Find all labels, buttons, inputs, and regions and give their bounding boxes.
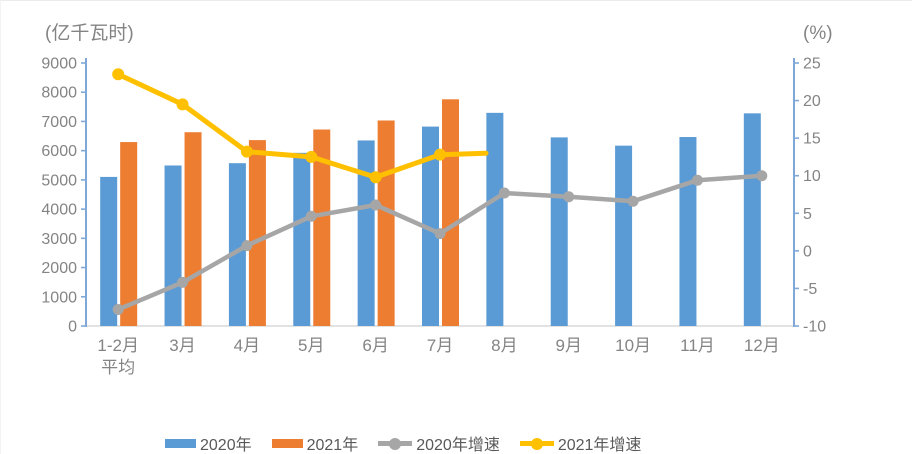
bar (357, 140, 375, 326)
x-category-label: 3月 (169, 336, 195, 355)
marker (627, 195, 639, 207)
right-axis-title: (%) (803, 23, 833, 44)
marker (434, 228, 446, 240)
left-axis-tick-label: 9000 (41, 56, 77, 73)
x-category-label: 10月 (615, 336, 651, 355)
bar (377, 120, 395, 327)
left-axis-tick-label: 2000 (41, 260, 77, 277)
bar (184, 132, 202, 326)
x-category-label: 8月 (491, 336, 517, 355)
line-series-2021年增速 (112, 68, 489, 184)
legend-bar-swatch (165, 438, 196, 448)
left-axis-tick-label: 0 (68, 319, 77, 336)
x-category-label: 7月 (427, 336, 453, 355)
legend-label: 2020年 (200, 437, 252, 454)
legend-label: 2021年 (306, 437, 359, 454)
right-axis-tick-label: 25 (803, 56, 821, 73)
bar (679, 137, 697, 326)
x-category-label: 5月 (298, 336, 324, 355)
legend-item-3: 2020年增速 (378, 431, 500, 454)
chart-canvas: (亿千瓦时) (%) 0 1000 2000 3000 4000 5000 6000 7000… (41, 22, 833, 378)
left-axis-tick-label: 7000 (41, 114, 77, 131)
bar (293, 152, 311, 326)
bar (743, 113, 761, 327)
chart-legend: 2020年 2021年 2020年增速 2021年增速 (165, 431, 641, 454)
marker (112, 68, 125, 81)
marker (240, 145, 253, 158)
right-axis-tick-label: -10 (803, 319, 826, 336)
bar-series-2020年 (100, 112, 761, 327)
left-axis-tick-label: 6000 (41, 143, 77, 160)
x-category-label: 12月 (744, 336, 780, 355)
bar (164, 165, 182, 326)
bar (615, 145, 633, 326)
marker (370, 199, 382, 211)
x-category-label: 4月 (234, 336, 260, 355)
x-category-label: 11月 (680, 336, 715, 355)
legend-dot (389, 437, 402, 450)
legend-dot (530, 437, 543, 450)
legend-line-swatch (378, 436, 413, 450)
marker (563, 191, 575, 203)
right-axis: -10 -5 0 5 10 15 20 25 (793, 56, 826, 336)
x-category-label: 6月 (362, 336, 388, 355)
marker (691, 174, 703, 186)
right-axis-tick-label: -5 (803, 281, 817, 298)
right-axis-tick-label: 5 (803, 206, 812, 223)
legend-line-swatch (519, 436, 554, 450)
marker (434, 148, 446, 161)
marker (112, 303, 124, 315)
right-axis-tick-label: 10 (803, 168, 821, 185)
line (115, 173, 765, 312)
bar (486, 112, 504, 326)
bar (442, 99, 459, 326)
x-category-label: 平均 (101, 358, 135, 377)
left-axis: 0 1000 2000 3000 4000 5000 6000 7000 8000 9000 (41, 56, 87, 336)
bar (120, 142, 138, 326)
legend-label: 2021年增速 (557, 437, 642, 454)
legend-item-1: 2020年 (165, 431, 252, 454)
marker (241, 240, 253, 252)
left-axis-title: (亿千瓦时) (45, 22, 134, 44)
right-axis-tick-label: 15 (803, 131, 821, 148)
marker (305, 150, 318, 163)
legend-bar-swatch (271, 438, 303, 448)
plot-area: 0 1000 2000 3000 4000 5000 6000 7000 8000 9000 -10… (41, 56, 826, 378)
marker (305, 210, 317, 222)
bar (550, 137, 568, 326)
bar (313, 129, 331, 326)
bar (248, 140, 266, 326)
left-axis-tick-label: 5000 (41, 172, 77, 189)
left-axis-tick-label: 4000 (41, 202, 77, 219)
right-axis-tick-label: 0 (803, 243, 812, 260)
marker (177, 276, 189, 288)
x-category-label: 9月 (555, 336, 581, 355)
marker (756, 170, 768, 182)
left-axis-tick-label: 3000 (41, 231, 77, 248)
marker (176, 98, 189, 111)
marker (369, 171, 382, 184)
bar (100, 176, 118, 326)
right-axis-tick-label: 20 (803, 93, 821, 110)
legend-item-2: 2021年 (271, 431, 359, 454)
left-axis-tick-label: 8000 (41, 85, 77, 102)
bar (422, 126, 439, 326)
legend-item-4: 2021年增速 (519, 431, 642, 454)
line-series-2020年增速 (112, 170, 768, 315)
left-axis-tick-label: 1000 (41, 289, 77, 306)
marker (498, 187, 510, 199)
bar (228, 163, 246, 326)
legend-label: 2020年增速 (416, 437, 500, 454)
x-category-label: 1-2月 (97, 336, 139, 355)
